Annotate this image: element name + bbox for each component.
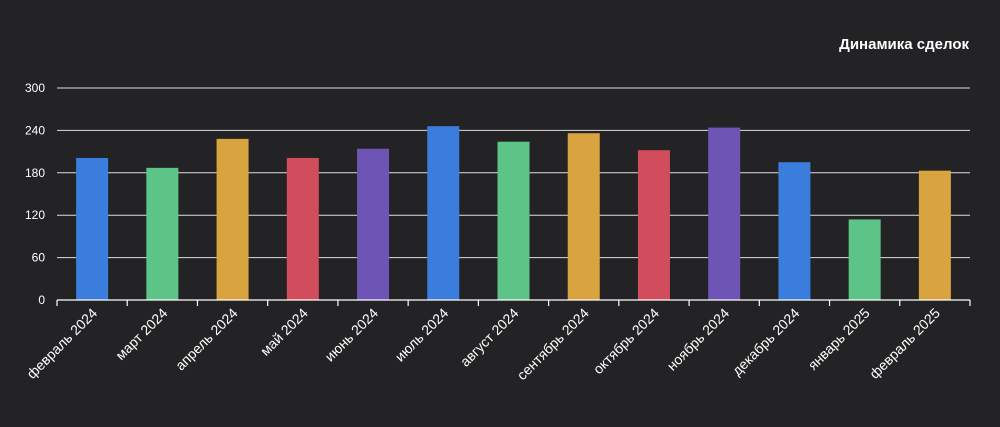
x-category-label: февраль 2025 [866,305,943,382]
x-category-label: март 2024 [112,305,170,363]
bar [848,219,881,300]
x-category-label: июнь 2024 [321,305,381,365]
bar [427,126,460,300]
x-category-label: ноябрь 2024 [664,305,733,374]
bar [567,133,600,300]
bar [146,167,179,300]
x-category-label: февраль 2024 [23,305,100,382]
y-tick-label: 0 [38,293,45,307]
x-category-label: сентябрь 2024 [514,305,592,383]
x-category-label: апрель 2024 [172,305,241,374]
x-category-label: декабрь 2024 [729,305,803,379]
x-category-label: июль 2024 [392,305,452,365]
bar [497,141,530,300]
bar [286,157,319,300]
y-tick-label: 180 [25,166,45,180]
y-tick-label: 240 [25,123,45,137]
bar [216,138,249,300]
x-category-label: январь 2025 [805,305,873,373]
bar [357,148,390,300]
y-tick-label: 60 [32,251,46,265]
bar [76,157,109,300]
bar [637,150,670,300]
y-tick-label: 300 [25,81,45,95]
bar [918,170,951,300]
bars [76,126,951,300]
x-axis-category-labels: февраль 2024 март 2024 апрель 2024 май 2024… [23,305,943,383]
x-category-label: август 2024 [457,305,522,370]
bar [778,162,811,300]
x-category-label: октябрь 2024 [590,305,662,377]
y-axis-tick-labels: 0 60 120 180 240 300 [25,81,45,307]
x-category-label: май 2024 [257,305,311,359]
bar [708,127,741,300]
y-tick-label: 120 [25,208,45,222]
x-axis-ticks [56,300,971,306]
chart-title: Динамика сделок [839,36,969,53]
